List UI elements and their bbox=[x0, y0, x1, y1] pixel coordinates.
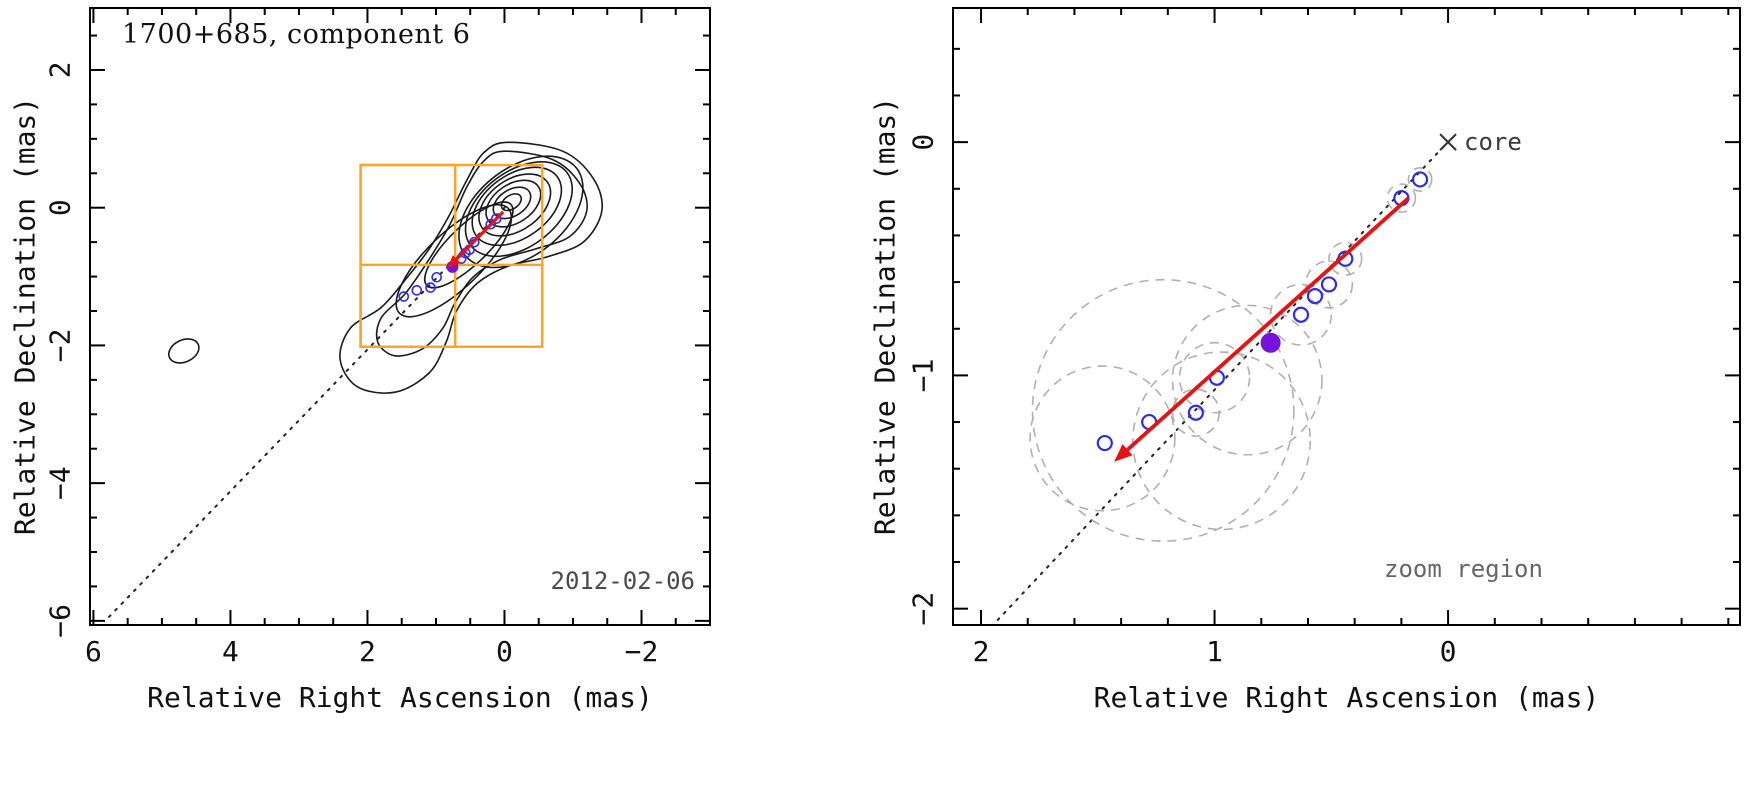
motion-arrow-head bbox=[1114, 444, 1133, 462]
component-circle bbox=[485, 218, 497, 230]
component-circle bbox=[398, 291, 410, 302]
beam-circle bbox=[1171, 388, 1221, 437]
zoom-box bbox=[359, 263, 544, 348]
epoch-date-label: 2012-02-06 bbox=[550, 567, 696, 595]
motion-arrow-shaft bbox=[455, 210, 505, 261]
zoom-region-label: zoom region bbox=[1384, 555, 1543, 583]
beam-circle bbox=[1031, 278, 1295, 542]
contour-ellipse bbox=[500, 193, 523, 212]
x-tick-label: 4 bbox=[222, 635, 239, 668]
beam-circle bbox=[1386, 183, 1417, 213]
contour-ellipse bbox=[168, 338, 200, 364]
x-axis-label-left: Relative Right Ascension (mas) bbox=[147, 681, 653, 714]
beam-circle bbox=[1269, 283, 1333, 346]
right-panel: 2 1 0 0 −1 −2 bbox=[907, 7, 1741, 668]
x-tick-label: 0 bbox=[1440, 635, 1457, 668]
component-circle bbox=[469, 236, 480, 248]
beam-circle bbox=[1171, 304, 1323, 456]
beam-circle bbox=[1178, 341, 1251, 414]
jet-axis-dotted-line bbox=[107, 206, 506, 619]
y-axis-label-left: Relative Declination (mas) bbox=[8, 96, 42, 536]
beam-circle bbox=[1328, 241, 1363, 276]
contour-line bbox=[375, 150, 588, 357]
x-tick-label: −2 bbox=[625, 635, 659, 668]
contour-ellipse bbox=[395, 203, 513, 318]
x-axis-label-right: Relative Right Ascension (mas) bbox=[1093, 681, 1600, 714]
component-circle bbox=[1096, 434, 1113, 452]
y-tick-label: −2 bbox=[44, 329, 77, 363]
component-circle bbox=[1411, 171, 1429, 188]
beam-circle bbox=[1132, 351, 1312, 531]
x-tick-label: 6 bbox=[85, 635, 102, 668]
component-circle bbox=[411, 285, 423, 296]
core-cross-icon bbox=[1439, 133, 1457, 151]
contour-line bbox=[339, 141, 603, 394]
component-circle bbox=[490, 213, 502, 225]
contour-ellipse bbox=[471, 166, 563, 247]
y-tick-label: 0 bbox=[907, 134, 940, 151]
component-circle bbox=[1187, 404, 1204, 421]
contour-ellipse bbox=[478, 173, 552, 237]
axis-frame bbox=[89, 7, 711, 626]
y-tick-label: 2 bbox=[44, 62, 77, 79]
ticks-group: 6 4 2 0 −2 2 0 −2 −4 −6 bbox=[44, 8, 710, 668]
zoom-box bbox=[359, 163, 457, 348]
right-data-layer bbox=[996, 133, 1457, 622]
x-tick-label: 2 bbox=[359, 635, 376, 668]
component-circle bbox=[1320, 276, 1338, 293]
left-panel: 6 4 2 0 −2 2 0 −2 −4 −6 bbox=[44, 7, 711, 668]
filled-component-circle bbox=[1260, 332, 1281, 353]
source-title: 1700+685, component 6 bbox=[122, 19, 471, 50]
y-axis-label-right: Relative Declination (mas) bbox=[868, 96, 902, 536]
x-tick-label: 1 bbox=[1206, 635, 1223, 668]
beam-circle bbox=[1304, 260, 1354, 309]
component-circle bbox=[1306, 287, 1324, 305]
beam-circle bbox=[1407, 166, 1433, 192]
y-tick-label: −1 bbox=[907, 359, 940, 393]
x-tick-label: 2 bbox=[973, 635, 990, 668]
component-circle bbox=[431, 271, 442, 283]
motion-arrow-shaft bbox=[1126, 196, 1410, 452]
x-tick-label: 0 bbox=[496, 635, 513, 668]
left-data-layer bbox=[107, 141, 603, 619]
y-tick-label: −2 bbox=[907, 592, 940, 626]
motion-arrow-head bbox=[447, 255, 461, 269]
component-circle bbox=[1292, 306, 1310, 323]
y-tick-label: 0 bbox=[44, 199, 77, 216]
component-circle bbox=[425, 282, 436, 293]
y-tick-label: −4 bbox=[44, 466, 77, 500]
zoom-box bbox=[359, 163, 544, 348]
ticks-group: 2 1 0 0 −1 −2 bbox=[907, 8, 1740, 668]
beam-circle bbox=[1029, 365, 1176, 512]
core-label: core bbox=[1464, 128, 1522, 156]
axis-frame bbox=[952, 7, 1741, 626]
y-tick-label: −6 bbox=[44, 604, 77, 638]
